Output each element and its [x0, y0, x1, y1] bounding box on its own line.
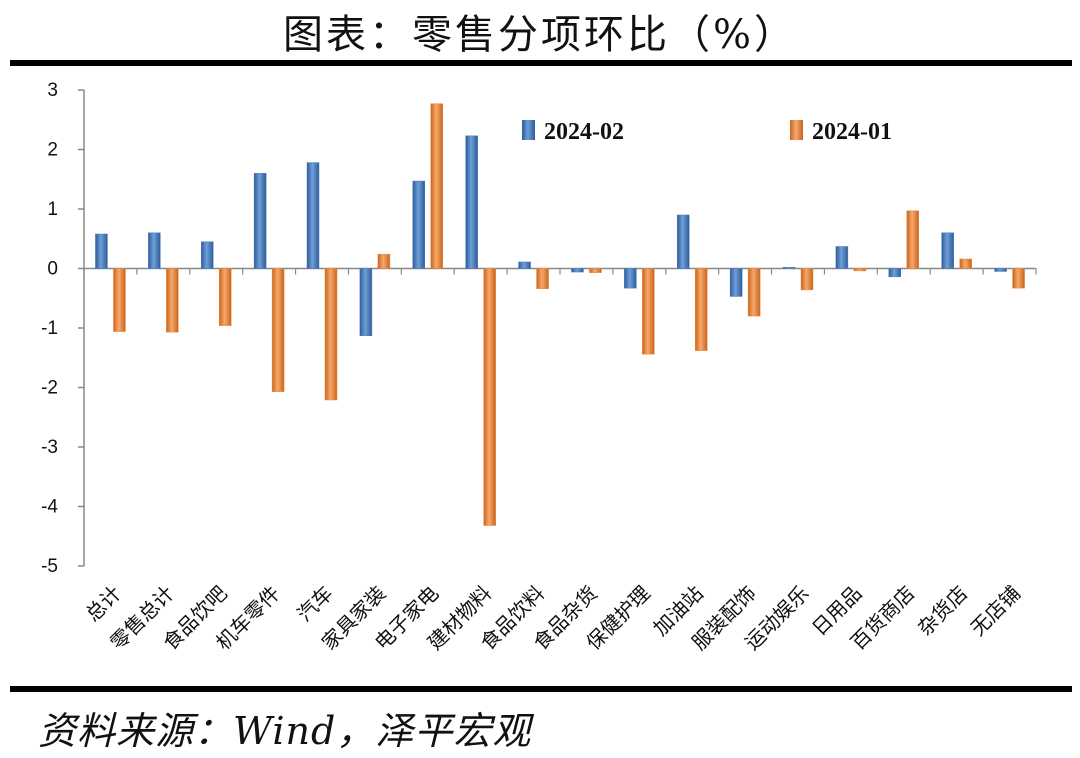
source-note: 资料来源：Wind，泽平宏观 [38, 709, 532, 753]
bar-series-2024-02 [941, 232, 954, 269]
legend-swatch [790, 120, 803, 140]
y-tick-label: 2 [47, 140, 58, 161]
y-tick-label: -5 [41, 556, 58, 577]
bar-series-2024-02 [994, 268, 1007, 272]
bar-series-2024-02 [888, 268, 902, 278]
legend-swatch [522, 120, 535, 140]
bar-series-2024-02 [729, 268, 743, 297]
axes: 3 2 1 0 -1 -2 -3 -4 -5 [41, 80, 1037, 577]
category-label: 杂货店 [913, 581, 972, 640]
bar-series-2024-02 [676, 214, 690, 269]
bar-series-2024-01 [959, 258, 972, 269]
bar-series-2024-01 [324, 268, 338, 401]
legend-label: 2024-02 [544, 119, 624, 145]
chart-title: 图表：零售分项环比（%） [282, 12, 797, 58]
legend-label: 2024-01 [812, 119, 892, 145]
bar-series-2024-02 [835, 246, 849, 269]
bar-series-2024-01 [1012, 268, 1025, 289]
bar-series-2024-01 [218, 268, 232, 326]
bar-series-2024-02 [359, 268, 373, 336]
bar-series-2024-01 [377, 253, 391, 269]
bar-series-2024-02 [200, 241, 214, 269]
bar-series-2024-02 [465, 135, 478, 269]
y-tick-label: 0 [47, 259, 58, 280]
bar-series-2024-01 [271, 268, 285, 392]
top-rule [10, 60, 1072, 66]
bar-series-2024-02 [518, 261, 531, 269]
bar-series-2024-01 [800, 268, 814, 291]
bar-series-2024-02 [571, 268, 584, 273]
bar-series-2024-02 [306, 162, 320, 269]
y-tick-label: -2 [41, 378, 58, 399]
bar-series-2024-01 [589, 268, 602, 273]
y-tick-label: 1 [47, 199, 58, 220]
bar-series-2024-01 [642, 268, 655, 355]
bar-series-2024-01 [166, 268, 179, 333]
bar-series-2024-01 [430, 103, 444, 269]
y-tick-label: -3 [41, 437, 58, 458]
y-tick-label: 3 [47, 80, 58, 101]
bar-series-2024-02 [148, 232, 161, 269]
bar-series-2024-01 [536, 268, 549, 289]
category-label: 总计 [81, 581, 126, 626]
bar-series-2024-01 [906, 210, 920, 269]
bar-series-2024-02 [782, 267, 796, 269]
bar-series-2024-01 [694, 268, 708, 351]
category-label: 汽车 [292, 581, 337, 626]
bar-series-2024-02 [624, 268, 637, 289]
y-tick-label: -1 [41, 318, 58, 339]
bar-series-2024-02 [95, 233, 108, 269]
bars [95, 103, 1025, 526]
legend: 2024-02 2024-01 [522, 119, 892, 145]
bar-series-2024-01 [483, 268, 496, 526]
bottom-rule [10, 686, 1072, 692]
bar-series-2024-01 [747, 268, 761, 317]
y-tick-label: -4 [41, 497, 58, 518]
bar-series-2024-02 [412, 180, 426, 269]
bar-series-2024-02 [253, 173, 267, 269]
category-label: 无店铺 [966, 581, 1025, 640]
bar-series-2024-01 [113, 268, 126, 332]
bar-series-2024-01 [853, 268, 867, 272]
